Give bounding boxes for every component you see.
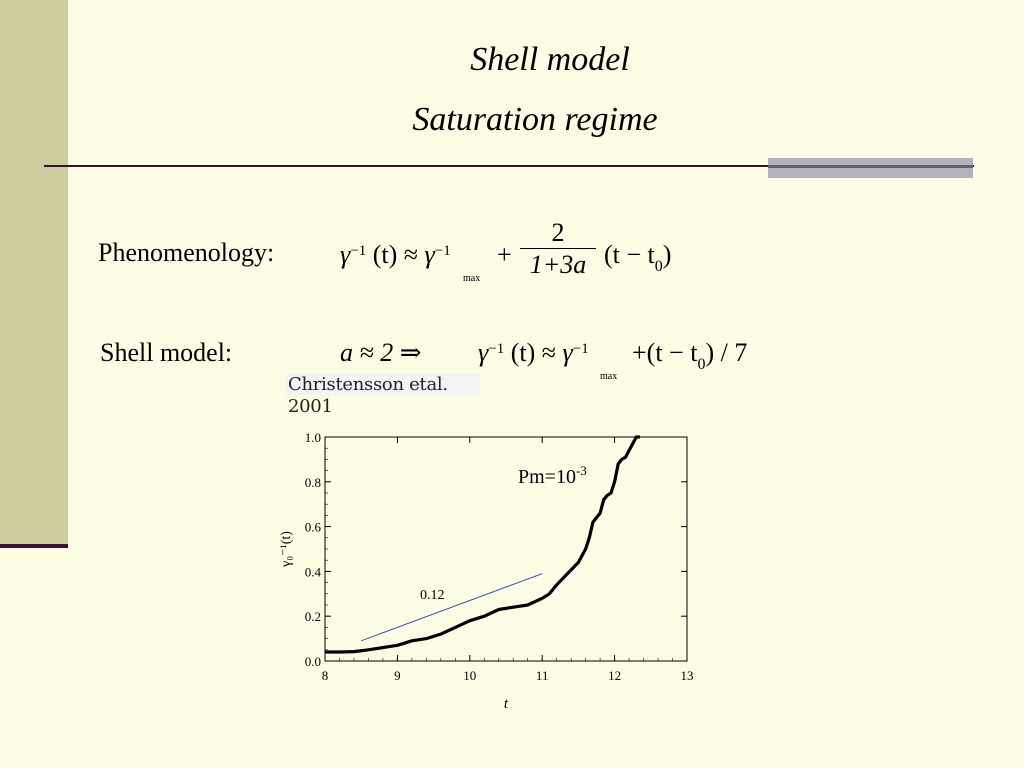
accent-bar (768, 158, 973, 178)
x-tick-label: 13 (681, 668, 694, 683)
x-ticks: 8 9 10 11 12 13 (322, 437, 694, 683)
eq2-body: γ−1 (t) ≈ γ−1 (478, 338, 589, 368)
sidebar-band (0, 0, 68, 546)
eq1-rhs: (t − t0) (604, 240, 672, 275)
x-tick-label: 9 (394, 668, 401, 683)
eq2-inv-max: −1 (572, 341, 589, 357)
title-rule (44, 165, 974, 167)
eq1-close: ) (662, 240, 672, 269)
eq1-gamma-max: γ (424, 240, 435, 269)
title-line-2: Saturation regime (412, 101, 658, 138)
eq2-approx: ≈ (541, 338, 557, 367)
eq1-gamma: γ (340, 240, 351, 269)
y-tick-label: 0.8 (305, 475, 321, 490)
eq1-t: (t) (372, 240, 398, 269)
sidebar-rule (0, 544, 68, 548)
eq1-fraction: 2 1+3a (520, 218, 596, 281)
x-axis-label: t (504, 696, 509, 712)
eq2-gamma: γ (478, 338, 489, 367)
eq1-sub0: 0 (654, 258, 663, 275)
y-tick-label: 1.0 (305, 430, 321, 445)
eq1-max-sub: max (463, 273, 481, 284)
equation-phenomenology: γ−1 (t) ≈ γ−1 (340, 240, 451, 270)
eq2-t: (t) (510, 338, 536, 367)
eq2-close: ) / 7 (705, 338, 748, 367)
y-tick-label: 0.0 (305, 654, 321, 669)
eq2-gamma-max: γ (562, 338, 573, 367)
pm-annotation-base: Pm=10 (518, 466, 576, 488)
y-axis-label: γ₀⁻¹(t) (279, 531, 294, 568)
eq1-numerator: 2 (551, 218, 565, 247)
x-tick-label: 11 (536, 668, 549, 683)
title-line-1: Shell model (470, 41, 630, 78)
eq2-rhs-text: +(t − t (632, 338, 698, 367)
pm-annotation: Pm=10-3 (518, 463, 587, 488)
eq2-lhs: a ≈ 2 ⇒ (340, 338, 422, 367)
eq1-denominator: 1+3a (520, 248, 596, 281)
equation-shell-model: a ≈ 2 ⇒ (340, 338, 422, 368)
eq1-approx: ≈ (403, 240, 419, 269)
eq1-inv: −1 (350, 243, 367, 259)
slope-label: 0.12 (420, 588, 445, 603)
eq1-paren: (t − t (604, 240, 655, 269)
x-tick-label: 10 (463, 668, 476, 683)
pm-annotation-exp: -3 (576, 463, 587, 478)
y-ticks: 0.0 0.2 0.4 0.6 0.8 1.0 (305, 430, 687, 669)
gamma-curve (325, 435, 640, 654)
x-tick-label: 12 (608, 668, 621, 683)
eq2-max-sub: max (600, 371, 618, 382)
slope-line (361, 573, 543, 642)
y-tick-label: 0.6 (305, 520, 322, 535)
y-tick-label: 0.2 (305, 609, 321, 624)
eq1-inv-max: −1 (434, 243, 451, 259)
plot-frame (324, 436, 688, 662)
shell-model-label: Shell model: (100, 338, 233, 367)
eq2-sub0: 0 (697, 356, 706, 373)
citation: Christensson etal. 2001 (286, 374, 480, 417)
phenomenology-label: Phenomenology: (98, 238, 275, 267)
eq2-rhs: +(t − t0) / 7 (632, 338, 748, 373)
accent-bar-line (768, 165, 973, 168)
y-tick-label: 0.4 (305, 564, 322, 579)
eq2-inv: −1 (488, 341, 505, 357)
x-tick-label: 8 (322, 668, 329, 683)
eq1-plus: + (497, 240, 512, 269)
